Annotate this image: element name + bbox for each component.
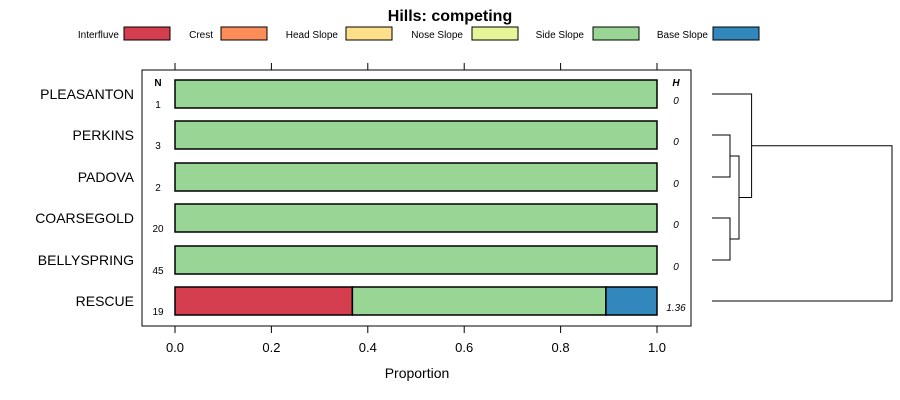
category-label: BELLYSPRING [38, 252, 134, 268]
h-value: 0 [673, 220, 679, 231]
legend-swatch [345, 26, 393, 41]
legend-swatch [592, 26, 640, 41]
h-value: 0 [673, 179, 679, 190]
bar-row-perkins: PERKINS 3 0 [73, 120, 679, 152]
category-label: PERKINS [73, 127, 134, 143]
dendrogram-link [712, 145, 893, 302]
legend-swatch [123, 26, 171, 41]
bar-segment-side-slope [351, 286, 607, 316]
category-label: COARSEGOLD [35, 210, 134, 226]
bar-segment-side-slope [174, 120, 658, 150]
bar-segment-side-slope [174, 245, 658, 275]
legend-swatch [471, 26, 519, 41]
chart-title: Hills: competing [388, 8, 512, 25]
n-value: 19 [152, 307, 164, 318]
bar-row-rescue: RESCUE 19 1.36 [76, 286, 686, 318]
legend-item-nose-slope: Nose Slope [411, 26, 519, 41]
dendrogram-link [712, 134, 731, 178]
dendrogram-link [730, 155, 740, 240]
legend-item-interfluve: Interfluve [78, 26, 171, 41]
bar-row-pleasanton: PLEASANTON 1 0 [40, 79, 679, 111]
bar-segment-interfluve [174, 286, 354, 316]
x-tick-label: 0.2 [262, 340, 280, 355]
bar-segment-base-slope [605, 286, 658, 316]
n-value: 1 [155, 100, 161, 111]
x-tick-label: 1.0 [648, 340, 666, 355]
category-label: RESCUE [76, 293, 134, 309]
x-tick-label: 0.8 [552, 340, 570, 355]
category-label: PLEASANTON [40, 86, 134, 102]
bar-segment-side-slope [174, 79, 658, 109]
legend-swatch [220, 26, 268, 41]
n-column-header: N [154, 78, 161, 89]
legend-item-crest: Crest [189, 26, 268, 41]
legend-label: Interfluve [78, 30, 120, 41]
bar-segment-side-slope [174, 203, 658, 233]
bar-row-bellyspring: BELLYSPRING 45 0 [38, 245, 679, 277]
x-tick-label: 0.0 [166, 340, 184, 355]
category-label: PADOVA [78, 169, 135, 185]
bar-segment-side-slope [174, 162, 658, 192]
legend-item-side-slope: Side Slope [536, 26, 640, 41]
h-value: 1.36 [666, 303, 686, 314]
legend-label: Head Slope [286, 30, 339, 41]
x-tick-label: 0.4 [359, 340, 377, 355]
n-value: 20 [152, 224, 164, 235]
n-value: 45 [152, 266, 164, 277]
h-value: 0 [673, 137, 679, 148]
dendrogram-link [712, 217, 731, 261]
dendrogram [712, 93, 893, 302]
h-column-header: H [672, 78, 680, 89]
x-axis-label: Proportion [385, 365, 450, 381]
legend-swatch [712, 26, 760, 41]
n-value: 3 [155, 141, 161, 152]
h-value: 0 [673, 262, 679, 273]
x-axis: 0.0 0.2 0.4 0.6 0.8 1.0 [166, 63, 666, 355]
legend-item-base-slope: Base Slope [657, 26, 760, 41]
legend-label: Crest [189, 30, 213, 41]
bar-row-coarsegold: COARSEGOLD 20 0 [35, 203, 679, 235]
legend: Interfluve Crest Head Slope Nose Slope Side … [78, 26, 760, 41]
legend-item-head-slope: Head Slope [286, 26, 393, 41]
n-value: 2 [155, 183, 161, 194]
h-value: 0 [673, 96, 679, 107]
legend-label: Base Slope [657, 30, 709, 41]
legend-label: Side Slope [536, 30, 585, 41]
plot-frame [141, 69, 692, 327]
x-tick-label: 0.6 [455, 340, 473, 355]
legend-label: Nose Slope [411, 30, 463, 41]
dendrogram-link [712, 93, 753, 198]
bar-row-padova: PADOVA 2 0 [78, 162, 679, 194]
